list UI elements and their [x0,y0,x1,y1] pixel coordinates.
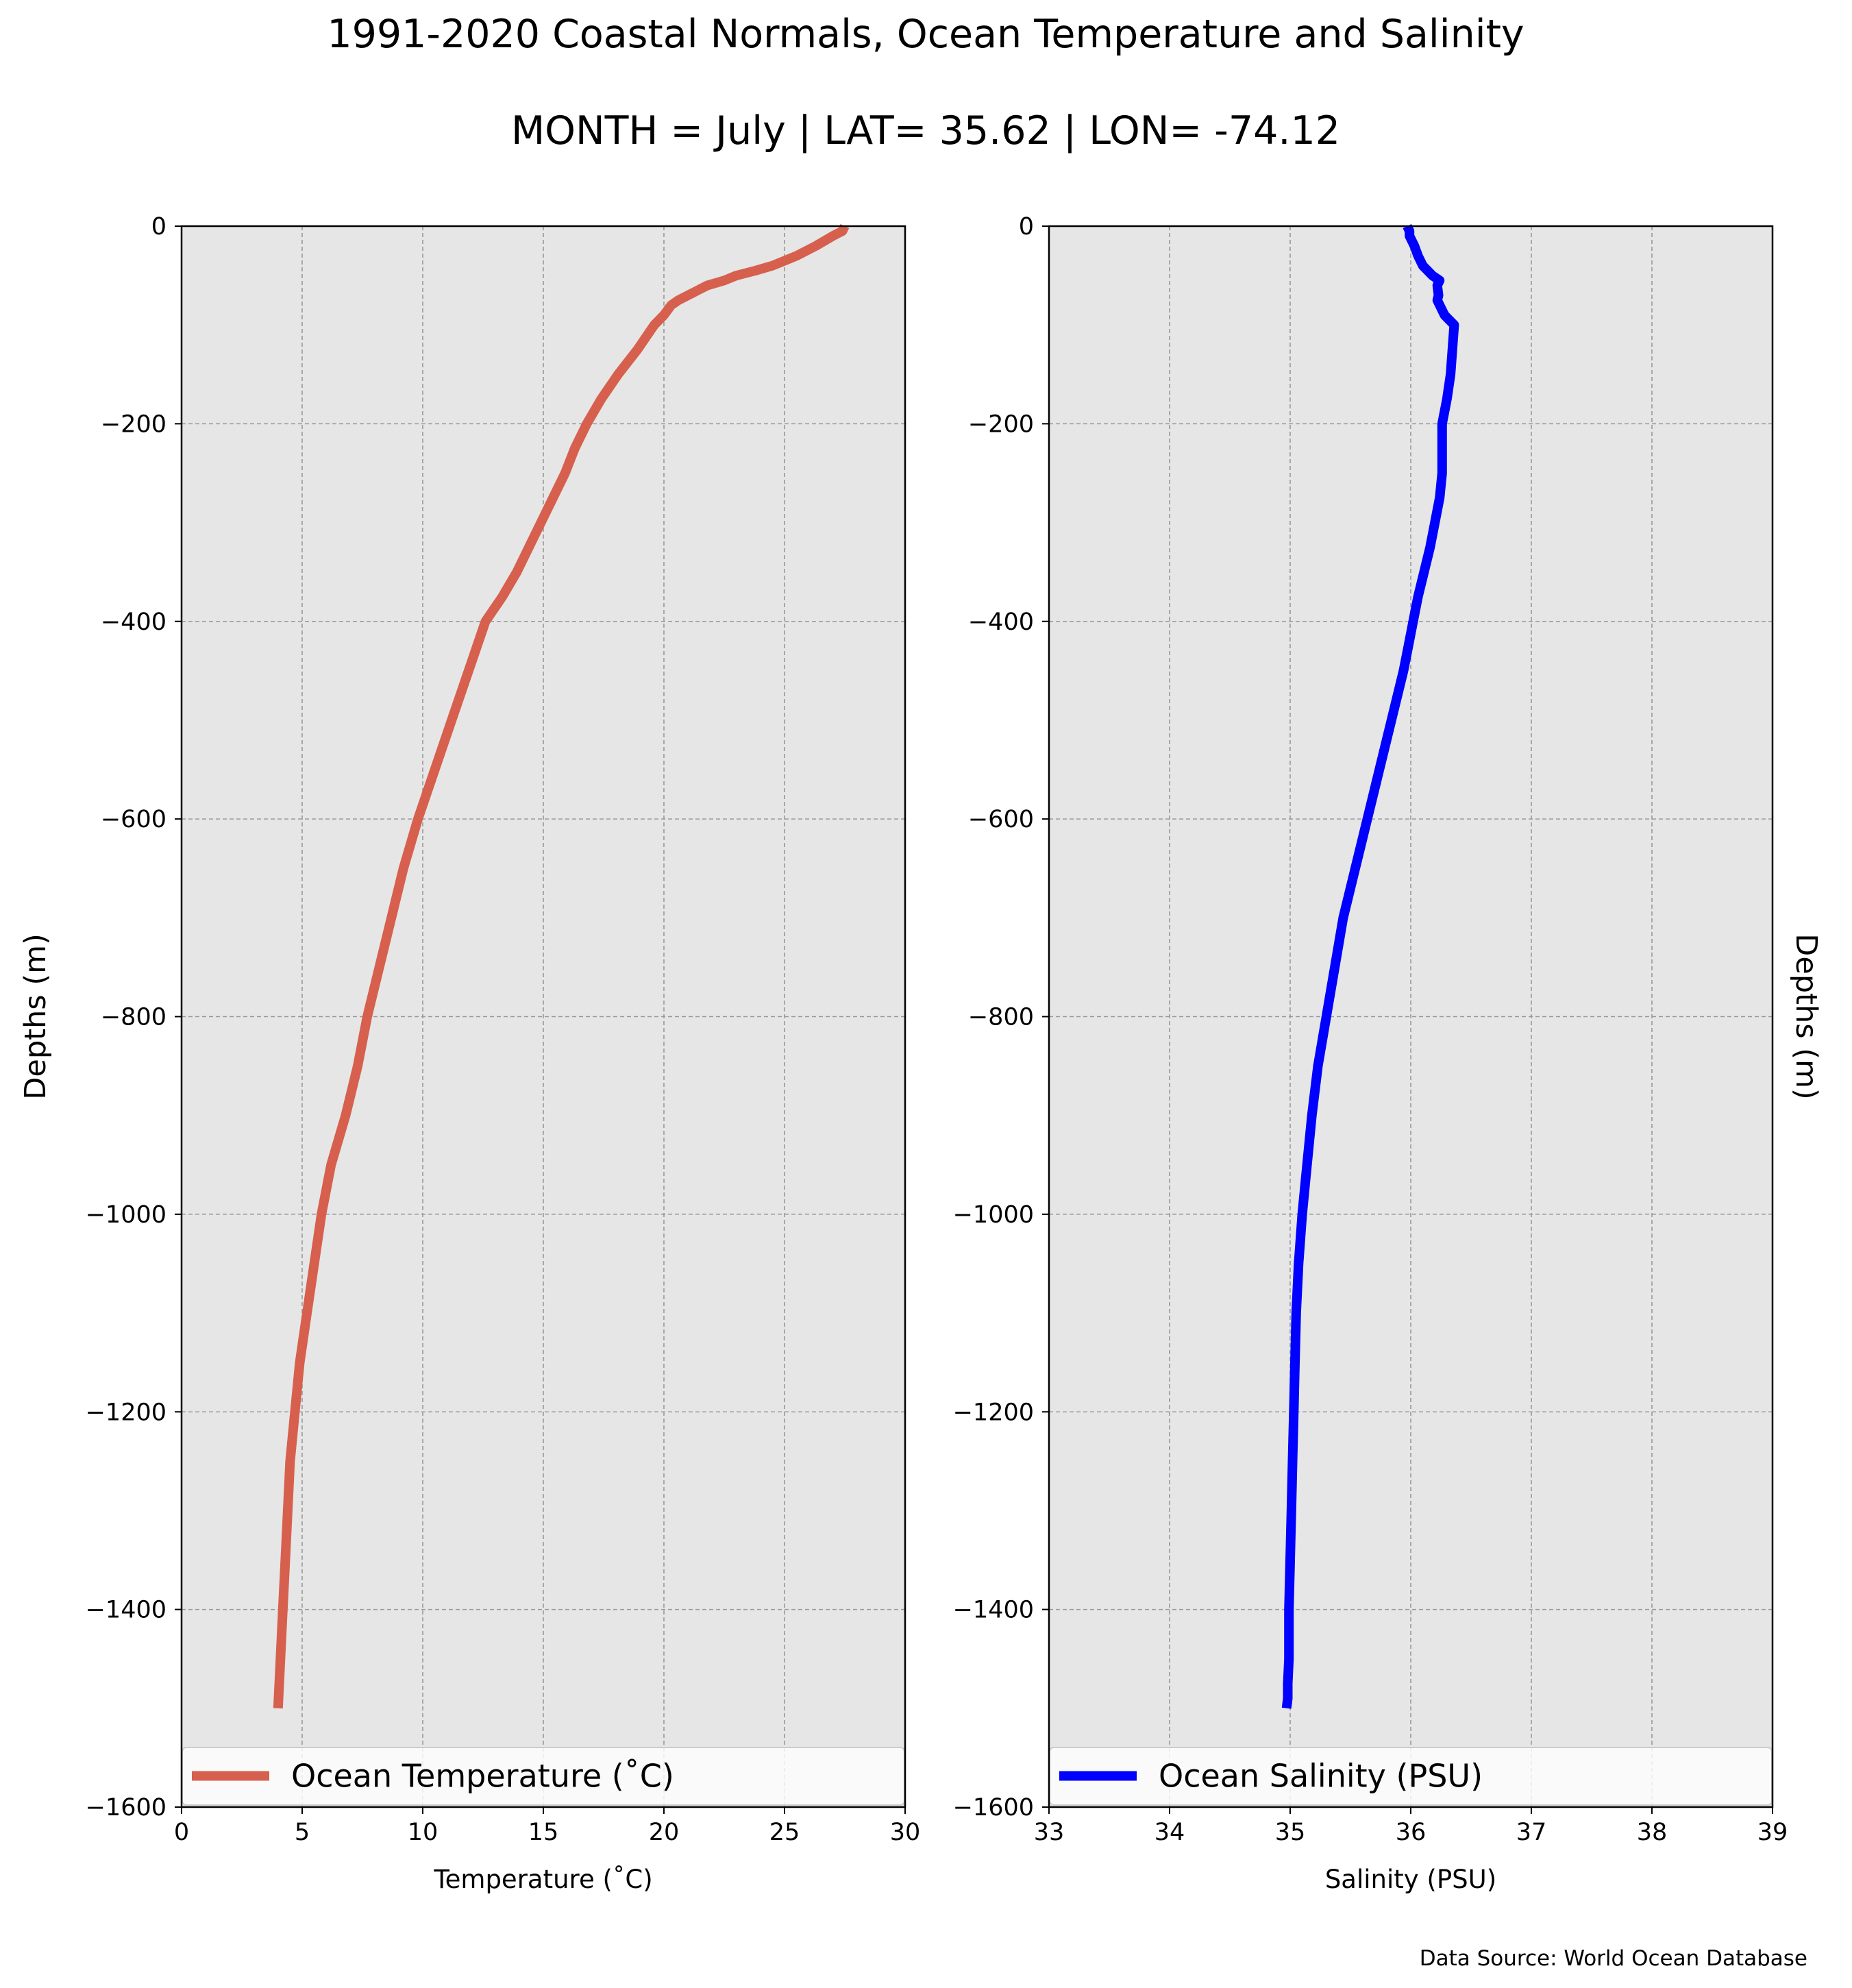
y-tick-label: −1000 [953,1201,1034,1229]
legend-label: Ocean Temperature (˚C) [291,1758,674,1795]
x-axis-label: Salinity (PSU) [1325,1865,1496,1894]
legend: Ocean Temperature (˚C) [182,1747,905,1806]
x-tick-label: 15 [528,1819,559,1846]
y-tick-label: −200 [101,410,166,438]
y-tick-label: −1200 [86,1399,166,1426]
y-tick-label: −400 [968,609,1034,636]
series-line-0 [1281,223,1459,1709]
chart-subtitle: MONTH = July | LAT= 35.62 | LON= -74.12 [511,108,1340,154]
y-tick-label: −800 [101,1004,166,1031]
y-axis-label: Depths (m) [18,933,53,1099]
x-tick-label: 39 [1757,1819,1788,1846]
y-tick-label: 0 [1019,213,1034,241]
y-tick-label: −200 [968,410,1034,438]
data-source-note: Data Source: World Ocean Database [1420,1946,1807,1971]
y-tick-label: −600 [968,806,1034,833]
legend: Ocean Salinity (PSU) [1049,1747,1773,1806]
x-tick-label: 5 [295,1819,310,1846]
series-line-0 [273,223,850,1709]
y-tick-label: −1200 [953,1399,1034,1426]
y-tick-label: 0 [151,213,166,241]
x-tick-label: 36 [1396,1819,1427,1846]
x-tick-label: 38 [1637,1819,1668,1846]
y-tick-label: −600 [101,806,166,833]
x-tick-label: 33 [1034,1819,1065,1846]
y-tick-label: −1400 [953,1597,1034,1624]
y-tick-label: −1600 [86,1794,166,1821]
y-tick-label: −800 [968,1004,1034,1031]
x-tick-label: 0 [174,1819,189,1846]
x-axis-label: Temperature (˚C) [433,1865,652,1894]
x-tick-label: 37 [1516,1819,1547,1846]
x-tick-label: 34 [1155,1819,1185,1846]
y-tick-label: −1000 [86,1201,166,1229]
x-tick-label: 25 [769,1819,800,1846]
temperature-panel: Ocean Temperature (˚C) 0 5 10 15 20 25 30 0 −200 −… [18,213,920,1894]
y-tick-label: −1400 [86,1597,166,1624]
x-tick-label: 30 [890,1819,921,1846]
x-tick-label: 20 [649,1819,680,1846]
y-tick-label: −400 [101,609,166,636]
salinity-panel: Ocean Salinity (PSU) 33 34 35 36 37 38 39 0 −200 −… [953,213,1823,1894]
x-tick-label: 10 [408,1819,439,1846]
legend-label: Ocean Salinity (PSU) [1159,1758,1483,1795]
x-tick-label: 35 [1275,1819,1306,1846]
chart-title: 1991-2020 Coastal Normals, Ocean Tempera… [327,12,1524,57]
y-axis-label: Depths (m) [1789,933,1823,1099]
y-tick-label: −1600 [953,1794,1034,1821]
